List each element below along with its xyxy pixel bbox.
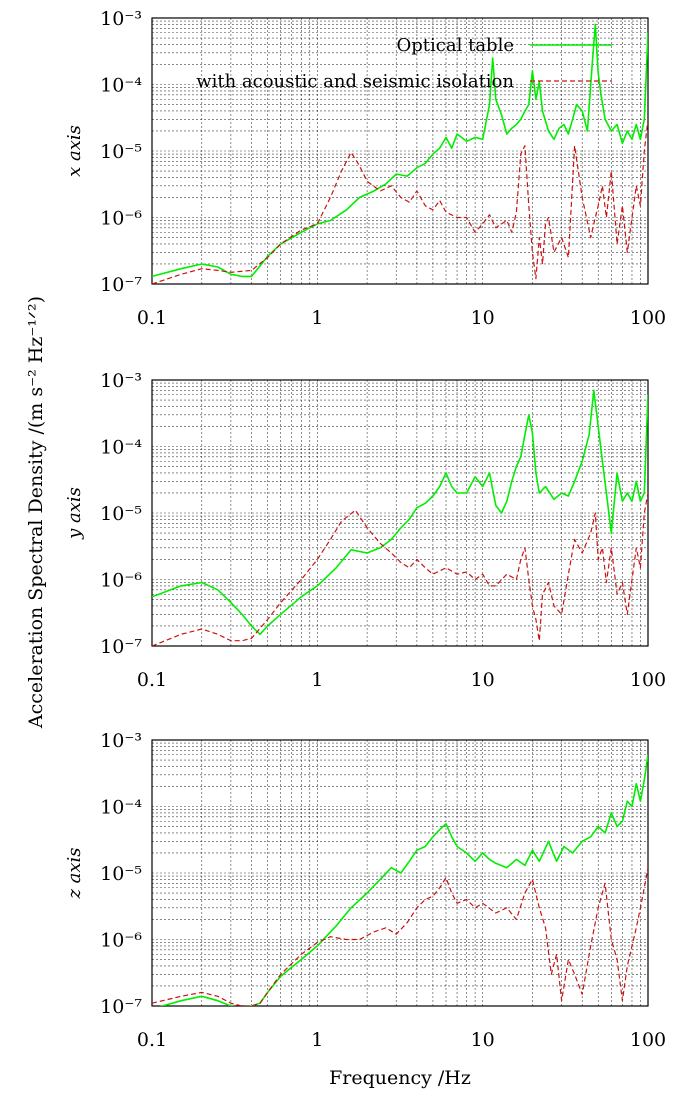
series-line-optical-table xyxy=(159,754,648,1006)
series-line-optical-table xyxy=(152,389,648,636)
x-tick-label: 1 xyxy=(311,307,323,329)
panel-1: 0.1 1 10 100 10⁻⁷ 10⁻⁶ 10⁻⁵ 10⁻⁴ 10⁻³ y axis xyxy=(64,370,666,691)
x-tick-label: 0.1 xyxy=(137,669,167,691)
panel-label: z axis xyxy=(64,847,85,899)
y-tick-label: 10⁻⁵ xyxy=(100,141,142,163)
x-tick-label: 0.1 xyxy=(137,1029,167,1051)
y-tick-label: 10⁻⁴ xyxy=(100,797,142,819)
plot-frame xyxy=(151,379,649,647)
y-tick-label: 10⁻⁵ xyxy=(100,863,142,885)
legend: Optical table with acoustic and seismic i… xyxy=(196,35,612,92)
panel-0: 0.1 1 10 100 10⁻⁷ 10⁻⁶ 10⁻⁵ 10⁻⁴ 10⁻³ x axis Optic… xyxy=(64,8,666,329)
y-tick-label: 10⁻⁴ xyxy=(100,437,142,459)
x-tick-label: 10 xyxy=(471,307,495,329)
series-line-isolation xyxy=(152,492,648,646)
y-axis-label: Acceleration Spectral Density /(m s⁻² Hz… xyxy=(25,296,47,729)
x-tick-label: 0.1 xyxy=(137,307,167,329)
x-tick-label: 1 xyxy=(311,669,323,691)
y-tick-label: 10⁻⁷ xyxy=(100,636,142,658)
y-tick-label: 10⁻³ xyxy=(100,8,142,30)
y-tick-label: 10⁻³ xyxy=(100,730,142,752)
plot-frame xyxy=(151,17,649,285)
x-tick-label: 10 xyxy=(471,1029,495,1051)
series-line-isolation xyxy=(152,867,648,1006)
y-tick-label: 10⁻⁵ xyxy=(100,503,142,525)
plot-frame xyxy=(151,739,649,1007)
panel-2: 0.1 1 10 100 10⁻⁷ 10⁻⁶ 10⁻⁵ 10⁻⁴ 10⁻³ z axis xyxy=(64,730,666,1051)
legend-label: with acoustic and seismic isolation xyxy=(196,71,514,92)
x-axis-label: Frequency /Hz xyxy=(329,1067,471,1089)
y-tick-label: 10⁻⁶ xyxy=(100,570,142,592)
panel-label: y axis xyxy=(64,487,85,540)
x-tick-label: 1 xyxy=(311,1029,323,1051)
y-tick-label: 10⁻⁶ xyxy=(100,930,142,952)
x-tick-label: 100 xyxy=(630,669,666,691)
series-line-optical-table xyxy=(152,23,648,278)
grid xyxy=(152,18,648,284)
legend-label: Optical table xyxy=(397,35,514,56)
grid xyxy=(152,740,648,1006)
x-tick-label: 10 xyxy=(471,669,495,691)
y-tick-label: 10⁻⁷ xyxy=(100,996,142,1018)
y-tick-label: 10⁻⁷ xyxy=(100,274,142,296)
y-tick-label: 10⁻⁴ xyxy=(100,75,142,97)
x-tick-label: 100 xyxy=(630,307,666,329)
x-tick-label: 100 xyxy=(630,1029,666,1051)
panel-label: x axis xyxy=(64,125,85,177)
y-tick-label: 10⁻³ xyxy=(100,370,142,392)
y-tick-label: 10⁻⁶ xyxy=(100,208,142,230)
grid xyxy=(152,380,648,646)
series-line-isolation xyxy=(152,119,648,284)
